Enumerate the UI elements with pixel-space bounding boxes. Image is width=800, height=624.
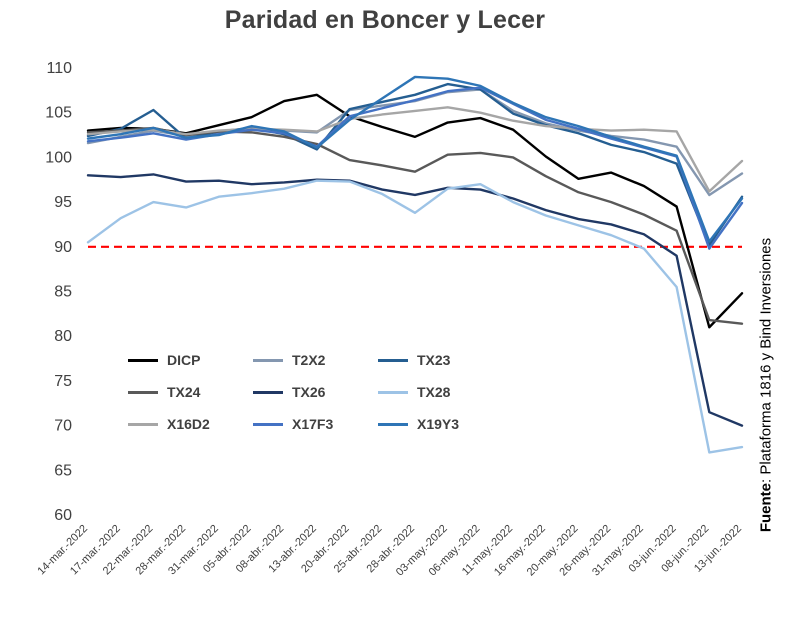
legend-swatch-TX23 bbox=[378, 358, 408, 362]
source-text: : Plataforma 1816 y Bind Inversiones bbox=[757, 237, 775, 483]
chart-legend: DICP T2X2 TX23 TX24 TX26 TX28 X16D2 X17F3 X19Y3 bbox=[128, 352, 498, 432]
legend-item-TX26: TX26 bbox=[253, 384, 378, 400]
y-tick-label: 105 bbox=[45, 105, 72, 122]
series-line-X16D2 bbox=[86, 106, 744, 193]
legend-item-T2X2: T2X2 bbox=[253, 352, 378, 368]
legend-swatch-X19Y3 bbox=[378, 422, 408, 426]
series-line-TX23 bbox=[86, 82, 744, 247]
legend-label-TX23: TX23 bbox=[417, 352, 451, 368]
y-tick-label: 85 bbox=[54, 284, 72, 301]
y-tick-label: 60 bbox=[54, 507, 72, 524]
legend-swatch-TX26 bbox=[253, 390, 283, 394]
legend-label-X19Y3: X19Y3 bbox=[417, 416, 460, 432]
legend-item-TX23: TX23 bbox=[378, 352, 498, 368]
source-label: Fuente bbox=[757, 482, 775, 533]
y-tick-label: 65 bbox=[54, 462, 72, 479]
y-tick-label: 70 bbox=[54, 418, 72, 435]
legend-swatch-TX24 bbox=[128, 390, 158, 394]
legend-label-DICP: DICP bbox=[167, 352, 201, 368]
legend-swatch-TX28 bbox=[378, 390, 408, 394]
legend-item-TX24: TX24 bbox=[128, 384, 253, 400]
legend-item-TX28: TX28 bbox=[378, 384, 498, 400]
legend-item-X17F3: X17F3 bbox=[253, 416, 378, 432]
series-line-DICP bbox=[86, 93, 744, 329]
legend-label-TX26: TX26 bbox=[292, 384, 326, 400]
source-note: Fuente: Plataforma 1816 y Bind Inversion… bbox=[758, 238, 775, 532]
legend-item-X16D2: X16D2 bbox=[128, 416, 253, 432]
legend-label-X16D2: X16D2 bbox=[167, 416, 210, 432]
y-tick-label: 110 bbox=[46, 60, 72, 77]
legend-swatch-T2X2 bbox=[253, 358, 283, 362]
series-line-X19Y3 bbox=[86, 75, 744, 243]
legend-label-T2X2: T2X2 bbox=[292, 352, 326, 368]
legend-label-X17F3: X17F3 bbox=[292, 416, 334, 432]
series-line-TX26 bbox=[86, 173, 744, 427]
legend-item-DICP: DICP bbox=[128, 352, 253, 368]
series-line-T2X2 bbox=[86, 88, 744, 197]
y-tick-label: 90 bbox=[54, 239, 72, 256]
legend-label-TX24: TX24 bbox=[167, 384, 201, 400]
y-tick-label: 95 bbox=[54, 194, 72, 211]
y-tick-label: 80 bbox=[54, 328, 72, 345]
series-line-TX24 bbox=[86, 126, 744, 325]
legend-swatch-X17F3 bbox=[253, 422, 283, 426]
y-tick-label: 75 bbox=[54, 373, 72, 390]
series-line-TX28 bbox=[86, 179, 744, 454]
legend-swatch-DICP bbox=[128, 358, 158, 362]
chart-title: Paridad en Boncer y Lecer bbox=[224, 6, 546, 34]
legend-item-X19Y3: X19Y3 bbox=[378, 416, 498, 432]
y-tick-label: 100 bbox=[45, 149, 72, 166]
legend-swatch-X16D2 bbox=[128, 422, 158, 426]
legend-label-TX28: TX28 bbox=[417, 384, 451, 400]
